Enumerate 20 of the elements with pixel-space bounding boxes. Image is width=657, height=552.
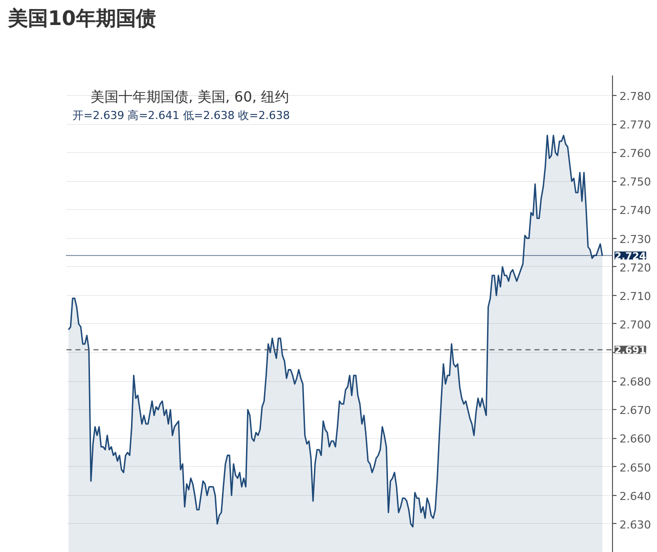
- y-tick-label: 2.640: [620, 490, 651, 503]
- y-tick-label: 2.740: [620, 204, 651, 218]
- y-tick-label: 2.650: [620, 461, 651, 474]
- y-tick-label: 2.700: [620, 318, 651, 332]
- y-tick-label: 2.780: [620, 90, 651, 103]
- y-tick-label: 2.730: [620, 232, 651, 246]
- chart-title: 美国10年期国债: [8, 5, 156, 32]
- y-tick-label: 2.660: [620, 432, 651, 446]
- y-tick-label: 2.630: [620, 518, 651, 532]
- ref-line-label: 2.691: [614, 346, 646, 357]
- y-tick-label: 2.750: [620, 176, 651, 189]
- ref-line-label: 2.724: [614, 251, 646, 262]
- y-tick-label: 2.770: [620, 118, 651, 132]
- y-tick-label: 2.760: [620, 147, 651, 160]
- y-tick-label: 2.720: [620, 261, 651, 274]
- y-tick-label: 2.680: [620, 376, 651, 389]
- y-tick-label: 2.670: [620, 404, 651, 418]
- text: 美国十年期国债, 美国, 60, 纽约: [90, 90, 290, 106]
- y-tick-label: 2.710: [620, 290, 651, 303]
- annotation: 开=2.639 高=2.641 低=2.638 收=2.638: [72, 109, 290, 122]
